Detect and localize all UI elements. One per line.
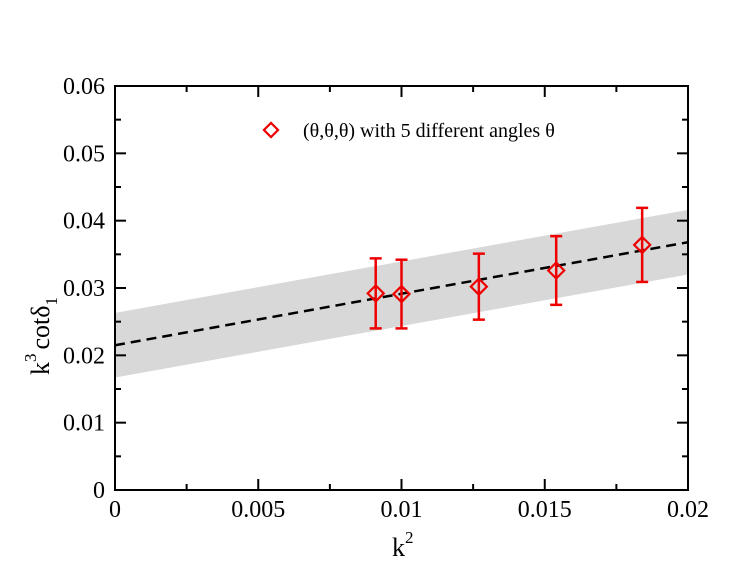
y-tick-label: 0.05 [63,141,105,167]
x-tick-label: 0.02 [667,497,709,523]
legend: (θ,θ,θ) with 5 different angles θ [262,120,555,142]
axis-ticks [114,85,689,491]
y-tick-labels: 0 0.01 0.02 0.03 0.04 0.05 0.06 [63,74,105,504]
y-axis-text: cotδ [26,305,55,349]
data-points [366,206,652,330]
y-axis-base: k [26,362,55,375]
y-axis-sup: 3 [21,354,40,363]
y-tick-label: 0.06 [63,74,105,100]
data-point [546,234,566,307]
data-point [469,252,489,321]
legend-label: (θ,θ,θ) with 5 different angles θ [303,120,555,142]
diamond-marker [546,260,566,281]
y-tick-label: 0.04 [63,209,105,235]
x-axis-title: k2 [392,528,414,562]
x-axis-sup: 2 [405,528,414,547]
x-tick-label: 0 [109,497,121,523]
data-point [366,257,386,330]
y-tick-label: 0 [93,478,105,504]
x-tick-label: 0.01 [381,497,423,523]
x-tick-label: 0.015 [518,497,572,523]
y-tick-label: 0.01 [63,411,105,437]
legend-marker-diamond-icon [262,121,280,139]
diamond-marker [391,284,412,304]
y-tick-label: 0.02 [63,343,105,369]
x-tick-labels: 0 0.005 0.01 0.015 0.02 [109,497,709,523]
data-point [391,258,412,330]
data-point [632,206,652,284]
y-tick-label: 0.03 [63,276,105,302]
diamond-marker [632,235,652,255]
y-axis-title: k3 cotδ1 [21,297,61,375]
x-axis-base: k [392,533,405,562]
y-axis-sub: 1 [42,297,61,306]
diamond-marker [366,283,386,303]
diamond-marker [469,277,489,297]
x-tick-label: 0.005 [231,497,285,523]
